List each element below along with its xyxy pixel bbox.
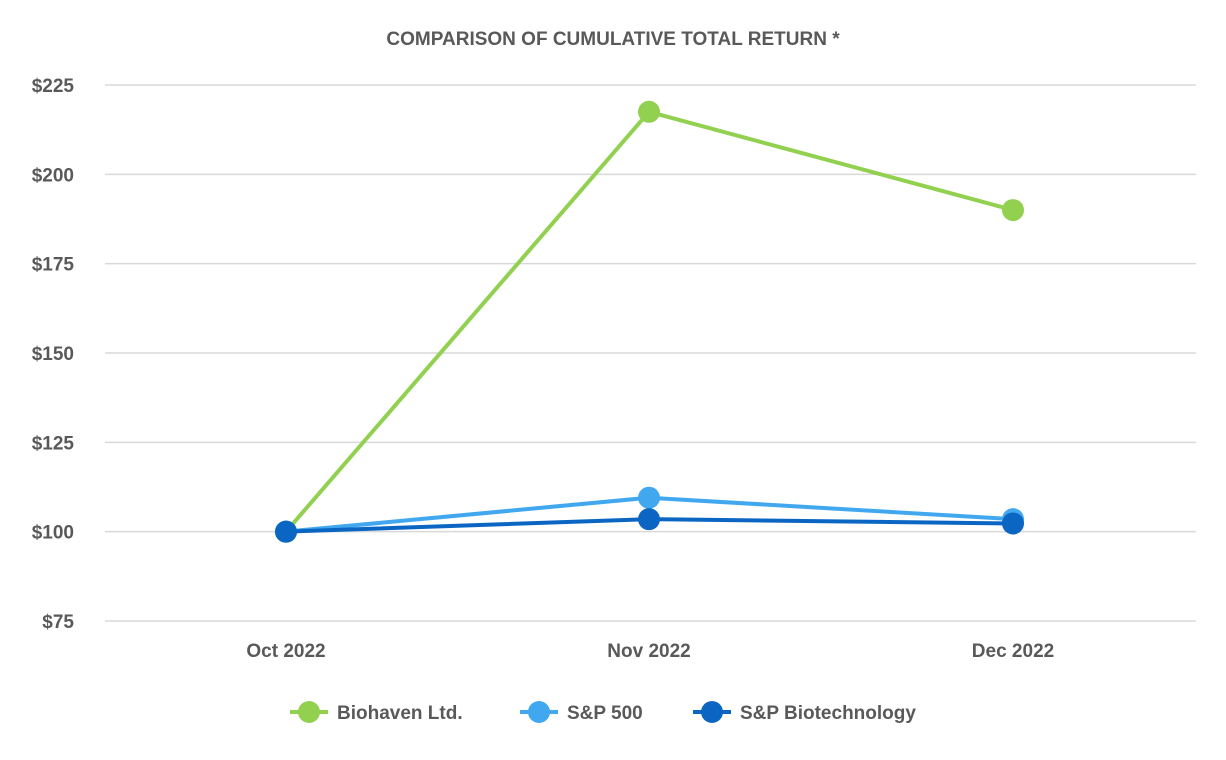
data-point xyxy=(638,508,660,531)
x-tick-label: Dec 2022 xyxy=(972,641,1054,662)
legend-item: Biohaven Ltd. xyxy=(290,701,463,724)
y-axis-ticks: $75 $100 $125 $150 $175 $200 $225 xyxy=(32,76,75,633)
legend-label: S&P 500 xyxy=(567,703,643,724)
legend-marker xyxy=(298,701,320,723)
y-tick-label: $150 xyxy=(32,344,74,365)
legend-item: S&P Biotechnology xyxy=(693,701,916,724)
y-tick-label: $75 xyxy=(42,612,74,633)
series-0 xyxy=(275,100,1024,543)
data-point xyxy=(638,486,660,509)
y-tick-label: $100 xyxy=(32,523,74,544)
gridlines xyxy=(105,84,1196,622)
y-tick-label: $200 xyxy=(32,165,74,186)
data-point xyxy=(1002,512,1024,535)
y-tick-label: $175 xyxy=(32,255,75,276)
legend-label: Biohaven Ltd. xyxy=(337,703,463,724)
data-point xyxy=(638,100,660,123)
legend-marker xyxy=(528,701,550,723)
y-tick-label: $125 xyxy=(32,433,75,454)
series-2 xyxy=(275,508,1024,543)
x-axis-ticks: Oct 2022 Nov 2022 Dec 2022 xyxy=(246,641,1054,662)
y-tick-label: $225 xyxy=(32,76,75,97)
x-tick-label: Nov 2022 xyxy=(607,641,690,662)
x-tick-label: Oct 2022 xyxy=(246,641,325,662)
data-point xyxy=(1002,199,1024,222)
legend-label: S&P Biotechnology xyxy=(740,703,916,724)
legend-marker xyxy=(701,701,723,723)
series-group xyxy=(275,100,1024,543)
data-point xyxy=(275,520,297,543)
chart-title: COMPARISON OF CUMULATIVE TOTAL RETURN * xyxy=(386,29,840,50)
legend: Biohaven Ltd. S&P 500 S&P Biotechnology xyxy=(290,701,916,724)
legend-item: S&P 500 xyxy=(520,701,643,724)
